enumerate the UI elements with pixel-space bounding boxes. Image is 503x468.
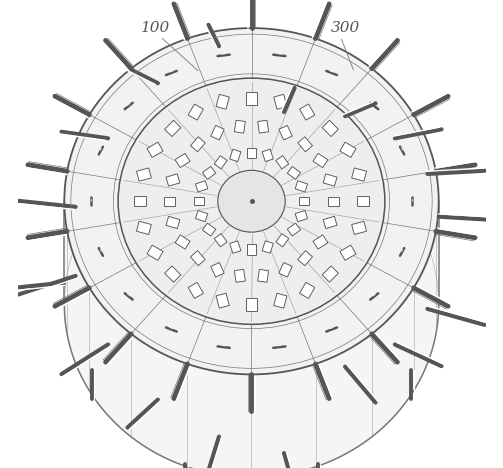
Bar — [164, 266, 181, 282]
Bar — [287, 167, 301, 179]
Bar — [300, 104, 315, 120]
Bar — [246, 92, 257, 104]
Bar — [147, 245, 163, 260]
Ellipse shape — [218, 170, 285, 232]
Bar — [216, 95, 229, 109]
Bar — [230, 149, 241, 161]
Bar — [191, 137, 205, 152]
Bar — [279, 263, 292, 277]
Bar — [299, 197, 309, 205]
Bar — [258, 270, 269, 282]
Bar — [352, 168, 367, 181]
Bar — [247, 148, 256, 158]
Bar — [274, 293, 287, 308]
Bar — [211, 125, 224, 140]
Bar — [166, 174, 180, 186]
Bar — [247, 244, 256, 255]
Bar — [211, 263, 224, 277]
Bar — [322, 266, 339, 282]
Bar — [134, 196, 146, 206]
Bar — [202, 167, 216, 179]
Ellipse shape — [118, 78, 385, 324]
Bar — [196, 181, 208, 192]
Bar — [214, 155, 227, 169]
Bar — [188, 282, 203, 299]
Bar — [323, 174, 337, 186]
Bar — [313, 154, 328, 168]
Bar — [216, 293, 229, 308]
Bar — [323, 216, 337, 228]
Bar — [214, 234, 227, 247]
Bar — [234, 120, 245, 133]
Bar — [230, 241, 241, 253]
Bar — [274, 95, 287, 109]
Bar — [276, 234, 289, 247]
Bar — [352, 221, 367, 234]
Bar — [258, 120, 269, 133]
Bar — [191, 251, 205, 266]
Bar — [164, 197, 176, 206]
Bar — [295, 211, 307, 222]
Bar — [300, 282, 315, 299]
Bar — [202, 223, 216, 236]
Bar — [175, 235, 190, 249]
Bar — [175, 154, 190, 168]
Bar — [357, 196, 369, 206]
Bar — [234, 270, 245, 282]
Bar — [262, 241, 273, 253]
Bar — [276, 155, 289, 169]
Bar — [246, 298, 257, 311]
Bar — [327, 197, 339, 206]
Bar — [298, 251, 312, 266]
Text: 300: 300 — [330, 21, 360, 35]
Polygon shape — [64, 201, 439, 468]
Bar — [287, 223, 301, 236]
Bar — [147, 142, 163, 157]
Bar — [340, 142, 356, 157]
Bar — [313, 235, 328, 249]
Bar — [322, 120, 339, 137]
Bar — [340, 245, 356, 260]
Bar — [279, 125, 292, 140]
Bar — [196, 211, 208, 222]
Bar — [136, 168, 151, 181]
Bar — [136, 221, 151, 234]
Bar — [166, 216, 180, 228]
Bar — [295, 181, 307, 192]
Bar — [194, 197, 204, 205]
Bar — [298, 137, 312, 152]
Text: 100: 100 — [141, 21, 170, 35]
Ellipse shape — [64, 28, 439, 374]
Bar — [164, 120, 181, 137]
Bar — [188, 104, 203, 120]
Bar — [262, 149, 273, 161]
